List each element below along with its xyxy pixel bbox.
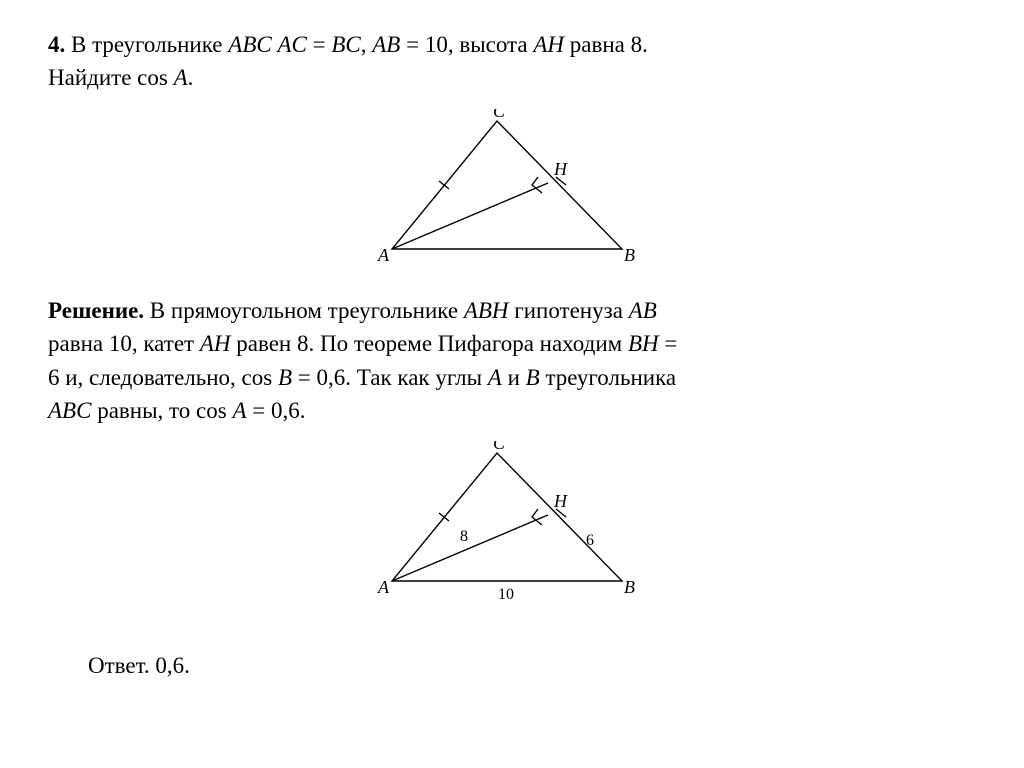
triangle-1-svg: A B C H	[362, 109, 662, 275]
ten: 10, высота	[425, 32, 534, 57]
t7: = 0,6. Так как углы	[292, 365, 488, 390]
label-B: B	[624, 577, 635, 597]
B: B	[278, 365, 292, 390]
A: A	[174, 65, 188, 90]
txt: В треугольнике	[65, 32, 228, 57]
figure-1: A B C H	[48, 109, 976, 284]
abc: ABC	[228, 32, 271, 57]
t5: =	[659, 331, 678, 356]
A: A	[488, 365, 502, 390]
label-C: C	[493, 109, 506, 121]
t3: равна 10, катет	[48, 331, 200, 356]
comma: ,	[361, 32, 373, 57]
t2: гипотенуза	[509, 298, 629, 323]
label-C: C	[493, 441, 506, 453]
ac: AC	[277, 32, 306, 57]
t6: 6 и, следовательно, cos	[48, 365, 278, 390]
abh: ABH	[464, 298, 509, 323]
t4: равен 8. По теореме Пифагора находим	[231, 331, 628, 356]
ah: AH	[533, 32, 564, 57]
bh: BH	[628, 331, 659, 356]
abc: ABC	[48, 398, 91, 423]
solution-label: Решение.	[48, 298, 144, 323]
t9: треугольника	[540, 365, 676, 390]
label-H: H	[553, 159, 568, 179]
ab: AB	[372, 32, 400, 57]
eq: равна 8.	[564, 32, 648, 57]
t8: и	[502, 365, 526, 390]
bc: BC	[331, 32, 360, 57]
problem-number: 4.	[48, 32, 65, 57]
label-8: 8	[460, 528, 468, 545]
label-H: H	[553, 491, 568, 511]
t12: = 0,6.	[247, 398, 306, 423]
label-10: 10	[498, 586, 514, 603]
label-B: B	[624, 245, 635, 265]
t11: равны, то cos	[91, 398, 232, 423]
figure-2: A B C H 8 6 10	[48, 441, 976, 626]
label-A: A	[377, 245, 390, 265]
answer-label: Ответ.	[88, 653, 155, 678]
triangle-2-svg: A B C H 8 6 10	[362, 441, 662, 617]
eq: =	[400, 32, 424, 57]
ah: AH	[200, 331, 231, 356]
B2: B	[526, 365, 540, 390]
ab: AB	[629, 298, 657, 323]
solution-text: Решение. В прямоугольном треугольнике AB…	[48, 294, 976, 427]
eq: =	[307, 32, 331, 57]
answer-value: 0,6.	[155, 653, 190, 678]
dot: .	[188, 65, 194, 90]
page: 4. В треугольнике ABC AC = BC, AB = 10, …	[0, 0, 1024, 702]
problem-statement: 4. В треугольнике ABC AC = BC, AB = 10, …	[48, 28, 976, 95]
A2: A	[232, 398, 246, 423]
answer: Ответ. 0,6.	[48, 649, 976, 682]
label-A: A	[377, 577, 390, 597]
label-6: 6	[586, 532, 594, 549]
t1: В прямоугольном треугольнике	[144, 298, 464, 323]
line2: Найдите cos	[48, 65, 174, 90]
